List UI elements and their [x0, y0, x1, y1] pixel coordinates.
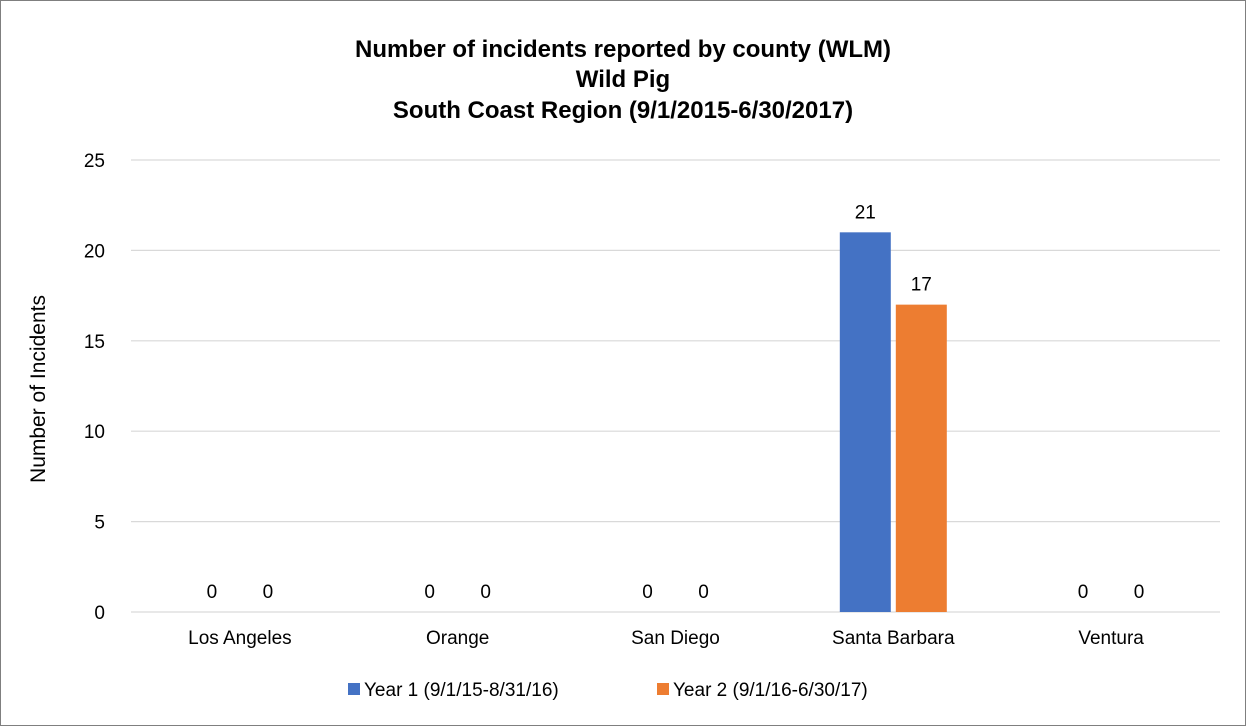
- legend: Year 1 (9/1/15-8/31/16) Year 2 (9/1/16-6/…: [348, 680, 868, 701]
- legend-label: Year 2 (9/1/16-6/30/17): [673, 680, 868, 701]
- data-label: 0: [642, 582, 653, 603]
- y-tick-label: 15: [84, 332, 105, 353]
- data-label: 0: [1078, 582, 1089, 603]
- legend-swatch: [348, 683, 360, 695]
- y-tick-label: 20: [84, 241, 105, 262]
- x-tick-label: Los Angeles: [188, 628, 292, 649]
- gridlines: [131, 159, 1220, 613]
- y-tick-label: 5: [94, 513, 105, 534]
- chart-title-line: South Coast Region (9/1/2015-6/30/2017): [393, 97, 853, 124]
- chart-title-line: Number of incidents reported by county (…: [355, 36, 891, 63]
- x-tick-label: Ventura: [1078, 628, 1144, 649]
- data-label: 17: [911, 275, 932, 296]
- data-labels: 0 0 0 0 0 0 21 17 0 0: [207, 202, 1145, 603]
- bar: [839, 232, 891, 612]
- data-label: 21: [855, 202, 876, 223]
- x-tick-label: Santa Barbara: [832, 628, 955, 649]
- y-axis-title: Number of Incidents: [27, 295, 50, 483]
- x-tick-label: Orange: [426, 628, 489, 649]
- bar: [895, 304, 947, 612]
- legend-label: Year 1 (9/1/15-8/31/16): [364, 680, 559, 701]
- data-label: 0: [263, 582, 274, 603]
- data-label: 0: [207, 582, 218, 603]
- x-axis-ticks: Los Angeles Orange San Diego Santa Barbara V…: [188, 628, 1144, 649]
- legend-swatch: [657, 683, 669, 695]
- chart-title-line: Wild Pig: [576, 66, 670, 93]
- y-axis-ticks: 0 5 10 15 20 25: [84, 151, 105, 624]
- bars: [839, 232, 947, 612]
- data-label: 0: [480, 582, 491, 603]
- y-tick-label: 25: [84, 151, 105, 172]
- y-tick-label: 10: [84, 422, 105, 443]
- y-tick-label: 0: [94, 603, 105, 624]
- data-label: 0: [698, 582, 709, 603]
- chart-title: Number of incidents reported by county (…: [355, 36, 891, 124]
- x-tick-label: San Diego: [631, 628, 720, 649]
- data-label: 0: [1134, 582, 1145, 603]
- data-label: 0: [424, 582, 435, 603]
